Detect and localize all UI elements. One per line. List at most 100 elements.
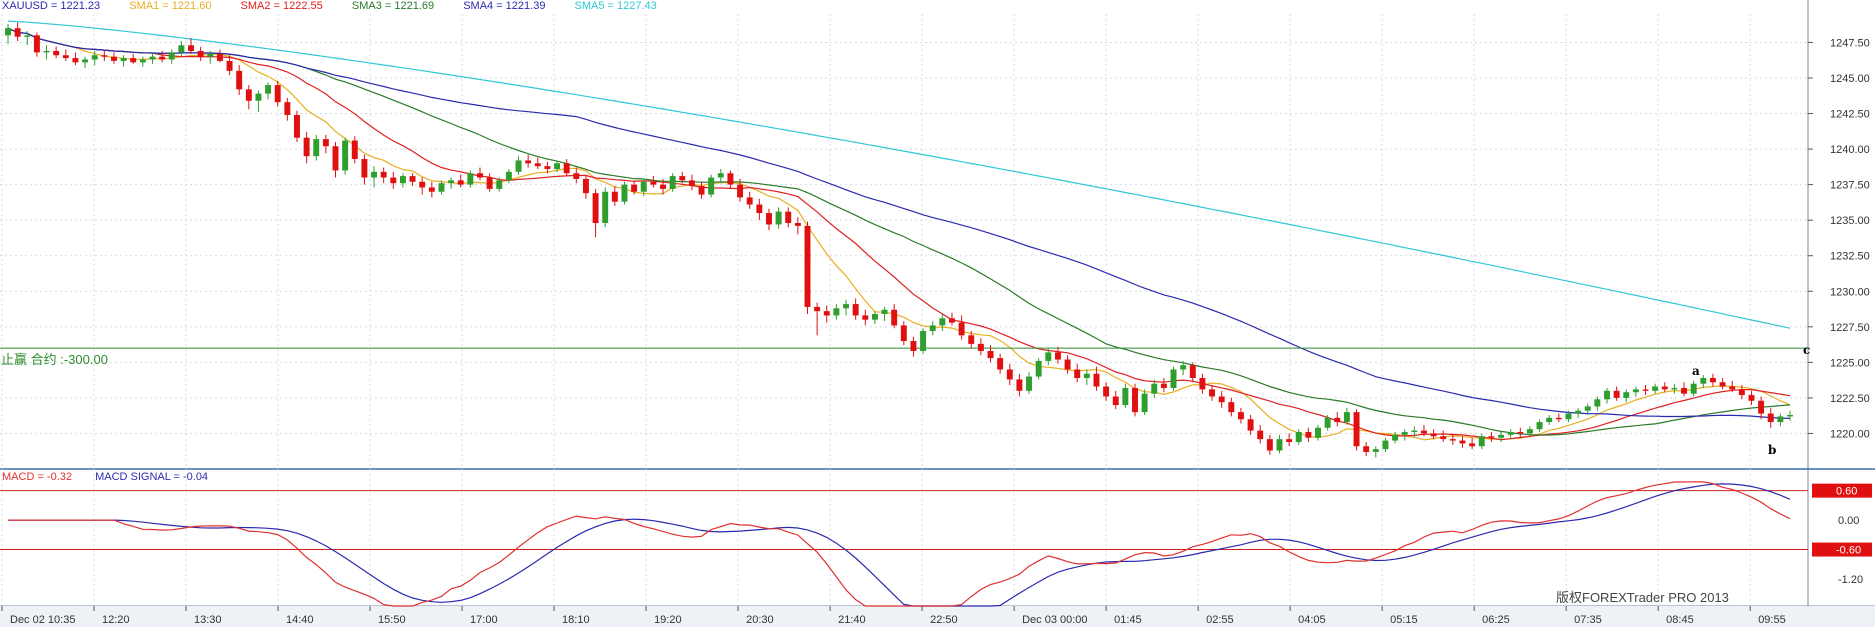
candle[interactable] [1083, 369, 1090, 386]
candle[interactable] [284, 97, 291, 121]
candle[interactable] [1382, 437, 1389, 452]
candle[interactable] [852, 298, 859, 320]
candle[interactable] [1016, 373, 1023, 397]
candle[interactable] [833, 304, 840, 320]
candle[interactable] [1469, 437, 1476, 450]
candle[interactable] [900, 321, 907, 346]
candle[interactable] [1652, 383, 1659, 394]
candle[interactable] [294, 110, 300, 142]
candle[interactable] [1738, 385, 1745, 400]
candle[interactable] [303, 132, 310, 164]
candle[interactable] [361, 154, 368, 185]
candle[interactable] [62, 49, 69, 61]
candle[interactable] [139, 56, 146, 67]
candle[interactable] [496, 177, 503, 192]
candle[interactable] [1767, 407, 1774, 428]
candle[interactable] [1045, 348, 1052, 366]
candle[interactable] [1343, 407, 1350, 425]
candle[interactable] [1180, 360, 1187, 376]
candle[interactable] [33, 32, 40, 57]
candle[interactable] [1054, 346, 1061, 364]
candle[interactable] [1170, 366, 1177, 391]
candle[interactable] [1199, 373, 1206, 394]
candle[interactable] [1719, 378, 1726, 390]
candle[interactable] [1132, 383, 1138, 417]
candle[interactable] [1305, 427, 1312, 442]
candle[interactable] [380, 167, 387, 184]
candle[interactable] [1584, 403, 1591, 415]
candle[interactable] [679, 171, 686, 184]
candle[interactable] [1141, 389, 1148, 415]
candle[interactable] [168, 49, 175, 64]
candle[interactable] [1353, 409, 1360, 451]
candle[interactable] [1758, 396, 1765, 420]
candle[interactable] [708, 174, 715, 198]
candle[interactable] [746, 191, 753, 209]
candle[interactable] [1459, 436, 1466, 448]
candle[interactable] [486, 173, 493, 192]
candle[interactable] [1671, 383, 1678, 394]
candle[interactable] [120, 55, 127, 67]
candle[interactable] [265, 82, 272, 100]
candle[interactable] [727, 170, 734, 189]
candle[interactable] [438, 180, 445, 195]
candle[interactable] [351, 136, 358, 164]
candle[interactable] [515, 156, 522, 175]
candle[interactable] [332, 141, 339, 178]
candle[interactable] [101, 49, 108, 61]
candle[interactable] [554, 160, 561, 172]
candle[interactable] [1420, 424, 1427, 437]
candle[interactable] [1507, 429, 1514, 440]
candle[interactable] [1632, 386, 1639, 397]
candle[interactable] [1488, 432, 1495, 442]
candle[interactable] [525, 154, 532, 168]
candle[interactable] [390, 171, 397, 189]
candle[interactable] [592, 188, 599, 238]
candle[interactable] [1257, 424, 1264, 444]
candle[interactable] [1151, 379, 1158, 398]
candle[interactable] [1093, 366, 1100, 391]
candle[interactable] [53, 46, 60, 59]
candle[interactable] [1478, 433, 1485, 450]
candle[interactable] [1729, 380, 1736, 393]
candle[interactable] [1575, 407, 1582, 418]
candle[interactable] [958, 315, 965, 340]
candle[interactable] [457, 174, 464, 188]
macd-panel[interactable] [0, 481, 1808, 607]
candle[interactable] [977, 338, 984, 356]
stop-line-label[interactable]: 止赢 合约 :-300.00 [1, 352, 108, 367]
candle[interactable] [82, 56, 89, 69]
candle[interactable] [1498, 432, 1504, 442]
candle[interactable] [881, 306, 888, 322]
candle[interactable] [987, 345, 994, 363]
candle[interactable] [1700, 375, 1707, 388]
candle[interactable] [159, 50, 166, 63]
candle[interactable] [236, 65, 243, 96]
candle[interactable] [371, 166, 378, 188]
candle[interactable] [1440, 430, 1447, 442]
candle[interactable] [178, 41, 185, 57]
candle[interactable] [130, 53, 137, 64]
candle[interactable] [91, 50, 98, 66]
candle[interactable] [1392, 432, 1399, 444]
candle[interactable] [765, 208, 772, 231]
candle[interactable] [756, 198, 763, 221]
candle[interactable] [1363, 441, 1370, 457]
candle[interactable] [1006, 363, 1013, 386]
candle[interactable] [1401, 429, 1408, 441]
candle[interactable] [1449, 433, 1456, 445]
candle[interactable] [563, 159, 570, 177]
candle[interactable] [1536, 419, 1543, 433]
candle[interactable] [43, 45, 50, 60]
candle[interactable] [188, 38, 194, 54]
candle[interactable] [534, 157, 541, 169]
candle[interactable] [1247, 414, 1254, 435]
candle[interactable] [313, 134, 320, 161]
candle[interactable] [688, 174, 695, 191]
candle[interactable] [1295, 429, 1302, 445]
candle[interactable] [1035, 358, 1042, 380]
candle[interactable] [1517, 427, 1524, 438]
candle[interactable] [428, 181, 435, 198]
candle[interactable] [342, 137, 349, 175]
candle[interactable] [939, 314, 946, 332]
